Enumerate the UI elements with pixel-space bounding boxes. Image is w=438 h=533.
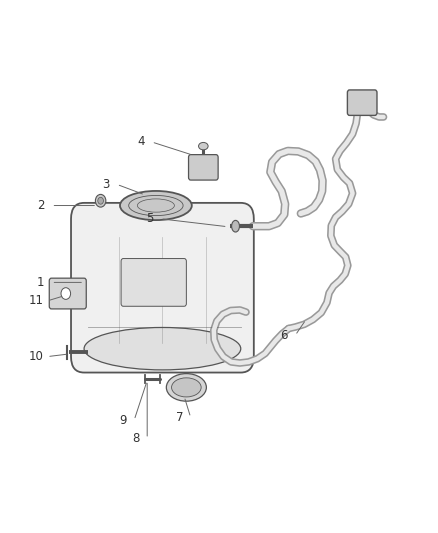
- FancyBboxPatch shape: [347, 90, 377, 115]
- Ellipse shape: [98, 197, 103, 204]
- Ellipse shape: [166, 374, 206, 401]
- Ellipse shape: [172, 378, 201, 397]
- Text: 8: 8: [133, 432, 140, 446]
- Ellipse shape: [232, 220, 240, 232]
- Text: 7: 7: [176, 411, 184, 424]
- Text: 2: 2: [37, 199, 44, 212]
- FancyBboxPatch shape: [188, 155, 218, 180]
- Text: 9: 9: [120, 414, 127, 427]
- FancyBboxPatch shape: [121, 259, 186, 306]
- FancyBboxPatch shape: [49, 278, 86, 309]
- Ellipse shape: [120, 191, 192, 220]
- Text: 10: 10: [29, 350, 44, 363]
- Text: 4: 4: [137, 135, 145, 148]
- Ellipse shape: [198, 142, 208, 150]
- Text: 3: 3: [102, 178, 110, 191]
- Ellipse shape: [95, 195, 106, 207]
- FancyBboxPatch shape: [71, 203, 254, 373]
- Text: 1: 1: [37, 276, 44, 289]
- Text: 11: 11: [29, 294, 44, 308]
- Ellipse shape: [84, 327, 241, 370]
- Text: 6: 6: [280, 329, 288, 342]
- Text: 5: 5: [146, 212, 153, 225]
- Ellipse shape: [61, 288, 71, 300]
